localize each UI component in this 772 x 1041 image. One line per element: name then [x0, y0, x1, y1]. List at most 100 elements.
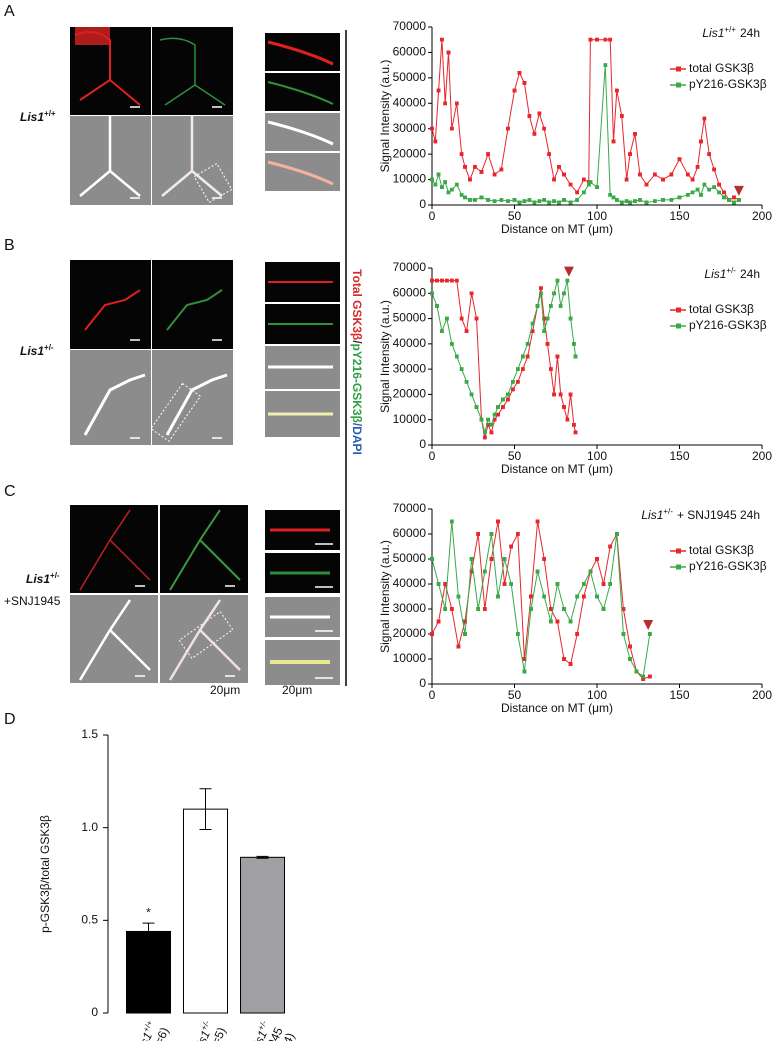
x-tick-label: 0 [429, 449, 436, 463]
chart-title: Lis1+/- 24h [704, 266, 760, 282]
image-label: Lis1+/- [20, 343, 54, 359]
stain-label: Total GSK3β/pY216-GSK3β/DAPI [350, 269, 364, 455]
x-axis-label: Distance on MT (μm) [501, 462, 613, 476]
y-tick-label: 20000 [393, 626, 427, 640]
x-tick-label: 100 [587, 449, 607, 463]
legend-label: total GSK3β [689, 302, 754, 316]
y-tick-label: 50000 [393, 551, 427, 565]
y-tick-label: 70000 [393, 19, 427, 33]
chart-title: Lis1+/+ 24h [702, 25, 760, 41]
y-tick-label: 20000 [393, 387, 427, 401]
title-gene: Lis1 [133, 1030, 155, 1041]
title-sup: +/- [726, 266, 736, 275]
legend-point [676, 323, 681, 329]
title-sup: +/- [663, 507, 673, 516]
panel-letter: A [4, 3, 15, 20]
y-tick-label: 0 [419, 676, 426, 690]
legend-label: total GSK3β [689, 61, 754, 75]
y-tick-label: 10000 [393, 172, 427, 186]
arrowhead [563, 266, 574, 277]
title-gene: Lis1 [704, 267, 726, 281]
x-tick-label: 100 [587, 688, 607, 702]
y-tick-label: 70000 [393, 260, 427, 274]
y-tick-label: 40000 [393, 95, 427, 109]
y-axis-label: Signal Intensity (a.u.) [378, 60, 392, 173]
y-tick-label: 10000 [393, 651, 427, 665]
panel-letter: C [4, 483, 16, 500]
y-tick-label: 70000 [393, 501, 427, 515]
y-tick-label: 20000 [393, 146, 427, 160]
legend-point [676, 548, 681, 554]
y-tick-label: 40000 [393, 576, 427, 590]
y-tick-label: 0 [91, 1005, 98, 1019]
scale-bar-label: 20μm [282, 683, 312, 697]
x-tick-label: 200 [752, 688, 772, 702]
x-tick-label: 100 [587, 209, 607, 223]
category-label: (n=4) [273, 1031, 298, 1041]
title-suffix: 24h [740, 26, 760, 40]
x-tick-label: 0 [429, 688, 436, 702]
image-label: Lis1+/+ [20, 109, 56, 125]
genotype: +/- [44, 343, 54, 352]
title-gene: Lis1 [641, 508, 663, 522]
y-tick-label: 10000 [393, 412, 427, 426]
x-tick-label: 50 [508, 209, 522, 223]
title-sup: +/- [256, 1019, 268, 1032]
micrographs-c [70, 505, 340, 685]
micrographs-b [70, 260, 340, 445]
micrographs-a [70, 27, 340, 205]
chart-title: Lis1+/- + SNJ1945 24h [641, 507, 760, 523]
legend-label: total GSK3β [689, 543, 754, 557]
series-line [430, 63, 741, 205]
legend-point [676, 564, 681, 570]
title-sup: +/+ [141, 1019, 154, 1034]
y-axis-label: Signal Intensity (a.u.) [378, 300, 392, 413]
y-tick-label: 60000 [393, 526, 427, 540]
bar [183, 808, 228, 1014]
x-tick-label: 150 [669, 209, 689, 223]
y-tick-label: 40000 [393, 336, 427, 350]
series-line [430, 519, 652, 679]
category-n: (n=4) [273, 1031, 298, 1041]
legend-label: pY216-GSK3β [689, 559, 767, 573]
y-axis-label: p-GSK3β/total GSK3β [38, 815, 52, 933]
x-tick-label: 150 [669, 688, 689, 702]
y-tick-label: 50000 [393, 311, 427, 325]
series-line [430, 278, 578, 440]
x-tick-label: 0 [429, 209, 436, 223]
arrowhead [643, 620, 654, 630]
legend-point [676, 66, 681, 72]
y-tick-label: 1.0 [81, 820, 98, 834]
stain-part: pY216-GSK3β [350, 344, 364, 423]
y-tick-label: 30000 [393, 121, 427, 135]
image-label: Lis1+/- [26, 571, 60, 587]
bar [126, 930, 171, 1014]
y-tick-label: 30000 [393, 361, 427, 375]
arrowhead [733, 185, 744, 196]
y-tick-label: 60000 [393, 45, 427, 59]
legend-point [676, 82, 681, 88]
y-axis-label: Signal Intensity (a.u.) [378, 540, 392, 653]
x-axis-label: Distance on MT (μm) [501, 701, 613, 715]
series-line [430, 278, 578, 435]
stain-part: Total GSK3β [350, 269, 364, 340]
legend-point [676, 307, 681, 313]
y-tick-label: 30000 [393, 601, 427, 615]
panel-letter: D [4, 711, 16, 728]
genotype: +/+ [44, 109, 56, 118]
x-tick-label: 50 [508, 449, 522, 463]
gene: Lis1 [20, 110, 44, 124]
gene: Lis1 [26, 572, 50, 586]
stain-part: /DAPI [350, 423, 364, 455]
gene: Lis1 [20, 344, 44, 358]
panel-letter: B [4, 237, 15, 254]
title-sup: +/+ [724, 25, 736, 34]
y-tick-label: 50000 [393, 70, 427, 84]
scale-bar-label: 20μm [210, 683, 240, 697]
y-tick-label: 1.5 [81, 727, 98, 741]
treatment-label: +SNJ1945 [4, 594, 61, 608]
y-tick-label: 0.5 [81, 913, 98, 927]
y-tick-label: 0 [419, 197, 426, 211]
x-tick-label: 50 [508, 688, 522, 702]
